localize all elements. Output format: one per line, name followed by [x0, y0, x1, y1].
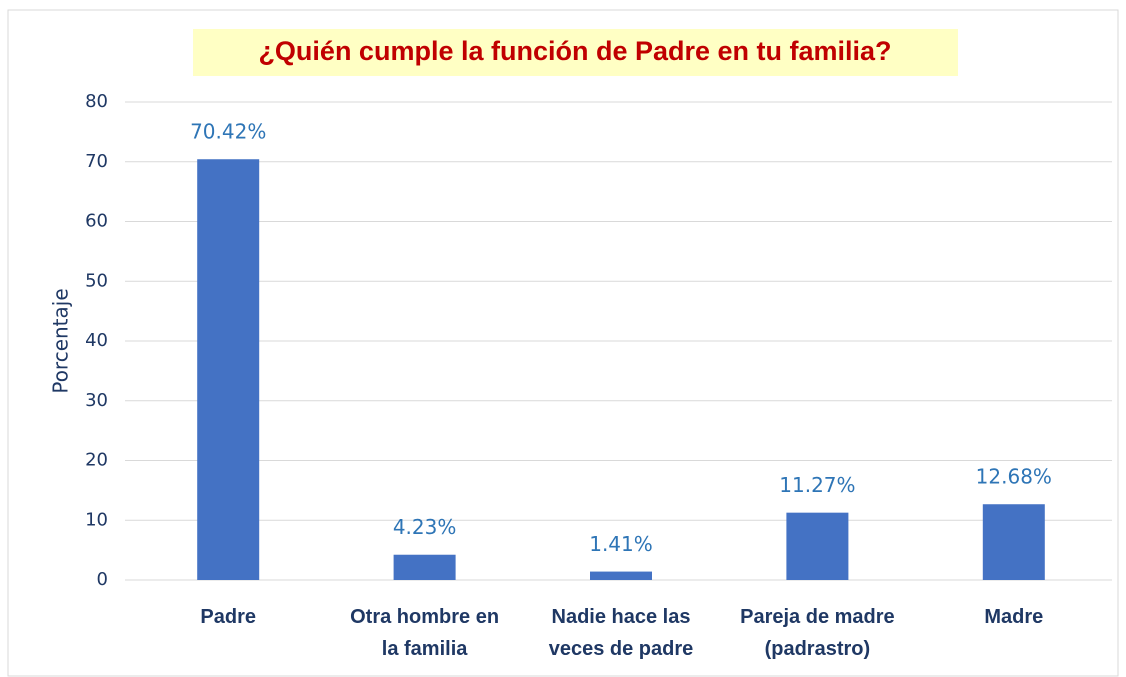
- x-tick-label: Padre: [200, 606, 256, 628]
- y-tick-label: 60: [85, 211, 108, 232]
- x-tick-label: Madre: [984, 606, 1044, 628]
- data-label: 4.23%: [393, 515, 457, 539]
- bar: [786, 512, 849, 580]
- chart-border: [7, 9, 1119, 677]
- title-background: [193, 29, 958, 76]
- y-tick-label: 80: [85, 91, 108, 112]
- data-label: 1.41%: [589, 532, 653, 556]
- chart-title: ¿Quién cumple la función de Padre en tu …: [258, 36, 891, 66]
- data-label: 11.27%: [779, 473, 855, 497]
- x-tick-label: Nadie hace las veces de padre: [548, 606, 694, 660]
- data-label: 12.68%: [976, 465, 1052, 489]
- bar: [197, 159, 260, 581]
- bar: [590, 571, 652, 580]
- y-tick-label: 10: [85, 509, 108, 530]
- y-tick-label: 30: [85, 390, 108, 411]
- y-tick-label: 0: [97, 569, 108, 590]
- y-tick-label: 50: [85, 270, 108, 291]
- y-tick-label: 20: [85, 450, 108, 471]
- x-tick-label: Pareja de madre (padrastro): [740, 606, 895, 660]
- bar: [982, 504, 1045, 580]
- y-tick-label: 40: [85, 330, 108, 351]
- bar: [393, 554, 456, 580]
- data-label: 70.42%: [190, 120, 266, 144]
- y-axis-label: Porcentaje: [49, 288, 73, 393]
- x-tick-label: Otra hombre en la familia: [350, 606, 500, 660]
- y-tick-label: 70: [85, 151, 108, 172]
